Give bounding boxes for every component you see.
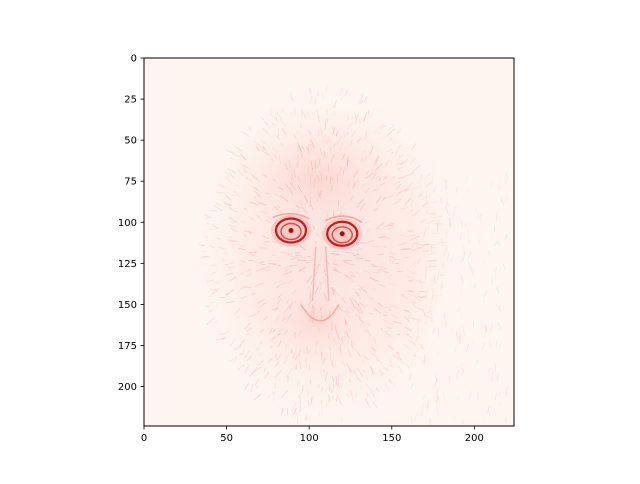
- fur-stroke: [408, 291, 413, 292]
- y-tick-label: 25: [124, 95, 137, 106]
- y-tick-label: 100: [118, 218, 137, 229]
- highlight-right-eye: [322, 218, 362, 250]
- y-tick-label: 50: [124, 136, 137, 147]
- y-tick-label: 175: [118, 341, 137, 352]
- y-axis: 0 25 50 75 100 125 150 175 200: [118, 54, 144, 394]
- fur-stroke: [420, 291, 423, 292]
- x-axis: 0 50 100 150 200: [141, 426, 484, 444]
- fur-stroke: [332, 360, 333, 365]
- fur-stroke: [332, 178, 333, 181]
- fur-stroke: [365, 261, 370, 262]
- fur-stroke: [202, 251, 206, 252]
- y-tick-label: 0: [131, 54, 137, 65]
- highlight-left-eye: [271, 215, 311, 247]
- x-tick-label: 150: [382, 433, 401, 444]
- x-tick-label: 200: [465, 433, 484, 444]
- y-tick-label: 150: [118, 300, 137, 311]
- y-tick-label: 125: [118, 259, 137, 270]
- x-tick-label: 100: [300, 433, 319, 444]
- fur-stroke: [379, 267, 384, 268]
- x-tick-label: 50: [220, 433, 233, 444]
- fur-stroke: [360, 243, 366, 244]
- y-tick-label: 200: [118, 382, 137, 393]
- fur-stroke: [410, 235, 415, 236]
- x-tick-label: 0: [141, 433, 147, 444]
- fur-stroke: [321, 312, 322, 320]
- y-tick-label: 75: [124, 177, 137, 188]
- fur-stroke: [208, 296, 211, 297]
- heatmap-image: [144, 58, 514, 430]
- fur-stroke: [275, 383, 276, 389]
